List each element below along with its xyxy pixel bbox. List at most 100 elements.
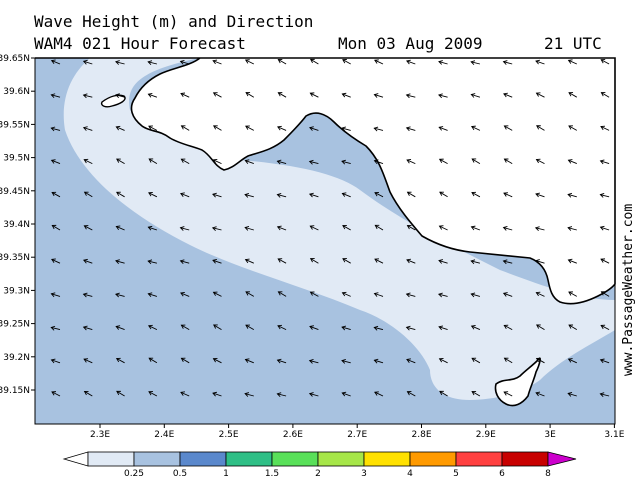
- legend-label: 5: [453, 469, 459, 479]
- wave-direction-arrow-icon: [83, 191, 93, 198]
- legend-label: 3: [361, 469, 367, 479]
- wave-direction-arrow-icon: [50, 59, 61, 65]
- wave-direction-arrow-icon: [244, 258, 254, 264]
- wave-direction-arrow-icon: [438, 93, 448, 99]
- wave-direction-arrow-icon: [503, 125, 513, 131]
- wave-direction-arrow-icon: [147, 225, 158, 231]
- lon-label: 2.7E: [347, 430, 367, 440]
- wave-direction-arrow-icon: [470, 125, 481, 131]
- legend-swatch: [225, 451, 273, 467]
- wave-direction-arrow-icon: [115, 93, 125, 99]
- lat-label: 39.15N: [0, 386, 30, 396]
- wave-direction-arrow-icon: [535, 259, 545, 264]
- wave-direction-arrow-icon: [438, 292, 448, 298]
- legend-swatch: [317, 451, 365, 467]
- wave-direction-arrow-icon: [212, 357, 222, 364]
- wave-direction-arrow-icon: [600, 258, 610, 264]
- wave-direction-arrow-icon: [405, 292, 416, 298]
- wave-direction-arrow-icon: [568, 125, 578, 131]
- wave-direction-arrow-icon: [599, 193, 610, 198]
- lat-label: 39.2N: [3, 353, 30, 363]
- wave-direction-arrow-icon: [405, 126, 416, 132]
- legend-label: 6: [499, 469, 505, 479]
- wave-direction-arrow-icon: [600, 59, 610, 65]
- wave-direction-arrow-icon: [276, 159, 287, 165]
- wave-direction-arrow-icon: [373, 93, 384, 98]
- wave-direction-arrow-icon: [83, 258, 93, 264]
- wave-direction-arrow-icon: [470, 60, 481, 65]
- wave-direction-arrow-icon: [503, 192, 513, 198]
- legend-swatch: [501, 451, 549, 467]
- map-frame: [34, 57, 616, 425]
- wave-direction-arrow-icon: [50, 358, 61, 364]
- wave-direction-arrow-icon: [535, 291, 545, 297]
- wave-direction-arrow-icon: [373, 126, 384, 132]
- wave-direction-arrow-icon: [116, 158, 125, 164]
- wave-direction-arrow-icon: [276, 192, 287, 198]
- wave-direction-arrow-icon: [277, 324, 287, 331]
- wave-direction-arrow-icon: [308, 192, 319, 198]
- lon-label: 2.4E: [154, 430, 174, 440]
- wave-direction-arrow-icon: [439, 390, 448, 397]
- wave-direction-arrow-icon: [244, 59, 254, 65]
- legend-label: 8: [545, 469, 551, 479]
- wave-direction-arrow-icon: [599, 358, 610, 364]
- lon-label: 2.8E: [412, 430, 432, 440]
- wave-direction-arrow-icon: [341, 291, 351, 297]
- wave-direction-arrow-icon: [179, 259, 190, 265]
- wave-direction-arrow-icon: [115, 357, 125, 364]
- wave-direction-arrow-icon: [599, 225, 610, 231]
- wave-direction-arrow-icon: [535, 92, 545, 98]
- wave-direction-arrow-icon: [406, 258, 416, 264]
- wave-direction-arrow-icon: [503, 357, 513, 364]
- wave-direction-arrow-icon: [212, 259, 222, 264]
- wave-direction-arrow-icon: [534, 226, 545, 231]
- wave-direction-arrow-icon: [536, 324, 545, 330]
- wave-direction-arrow-icon: [438, 225, 448, 231]
- wave-direction-arrow-icon: [179, 59, 190, 65]
- wave-direction-arrow-icon: [180, 291, 190, 297]
- wave-direction-arrow-icon: [342, 258, 351, 264]
- wave-direction-arrow-icon: [115, 60, 125, 65]
- wave-direction-arrow-icon: [147, 92, 158, 98]
- wave-direction-arrow-icon: [244, 226, 254, 231]
- credit-text: www.PassageWeather.com: [621, 204, 636, 376]
- lat-label: 39.65N: [0, 54, 30, 64]
- wave-direction-arrow-icon: [341, 325, 351, 331]
- wave-direction-arrow-icon: [567, 258, 577, 264]
- wave-direction-arrow-icon: [50, 159, 61, 165]
- lat-label: 39.3N: [3, 286, 30, 296]
- wave-direction-arrow-icon: [341, 92, 351, 98]
- wave-direction-arrow-icon: [147, 324, 158, 331]
- wave-direction-arrow-icon: [277, 291, 287, 297]
- wave-direction-arrow-icon: [438, 60, 448, 65]
- forecast-date: Mon 03 Aug 2009: [338, 34, 483, 53]
- wave-direction-arrow-icon: [115, 259, 125, 264]
- wave-direction-arrow-icon: [503, 158, 513, 164]
- wave-direction-arrow-icon: [180, 357, 190, 364]
- wave-direction-arrow-icon: [276, 225, 287, 231]
- wave-direction-arrow-icon: [374, 258, 384, 264]
- wave-direction-arrow-icon: [82, 59, 93, 65]
- wave-direction-arrow-icon: [180, 158, 190, 164]
- wave-direction-arrow-icon: [211, 226, 222, 231]
- wave-direction-arrow-icon: [502, 292, 513, 297]
- land-small-islet: [100, 94, 126, 108]
- wave-direction-arrow-icon: [51, 191, 61, 198]
- legend-label: 0.5: [173, 469, 187, 479]
- wave-direction-arrow-icon: [309, 225, 319, 231]
- wave-direction-arrow-icon: [180, 391, 190, 397]
- legend-label: 2: [315, 469, 321, 479]
- wave-direction-arrow-icon: [600, 291, 610, 297]
- wave-direction-arrow-icon: [213, 324, 222, 330]
- forecast-model: WAM4 021 Hour Forecast: [34, 34, 246, 53]
- wave-direction-arrow-icon: [502, 60, 513, 65]
- lat-label: 39.55N: [0, 120, 30, 130]
- wave-direction-arrow-icon: [50, 93, 61, 99]
- wave-direction-arrow-icon: [115, 225, 125, 231]
- wave-height-legend: 0.25 0.5 1 1.5 2 3 4 5 6 8: [62, 451, 577, 479]
- wave-direction-arrow-icon: [535, 158, 545, 165]
- wave-direction-arrow-icon: [309, 126, 319, 131]
- wave-direction-arrow-icon: [567, 226, 577, 231]
